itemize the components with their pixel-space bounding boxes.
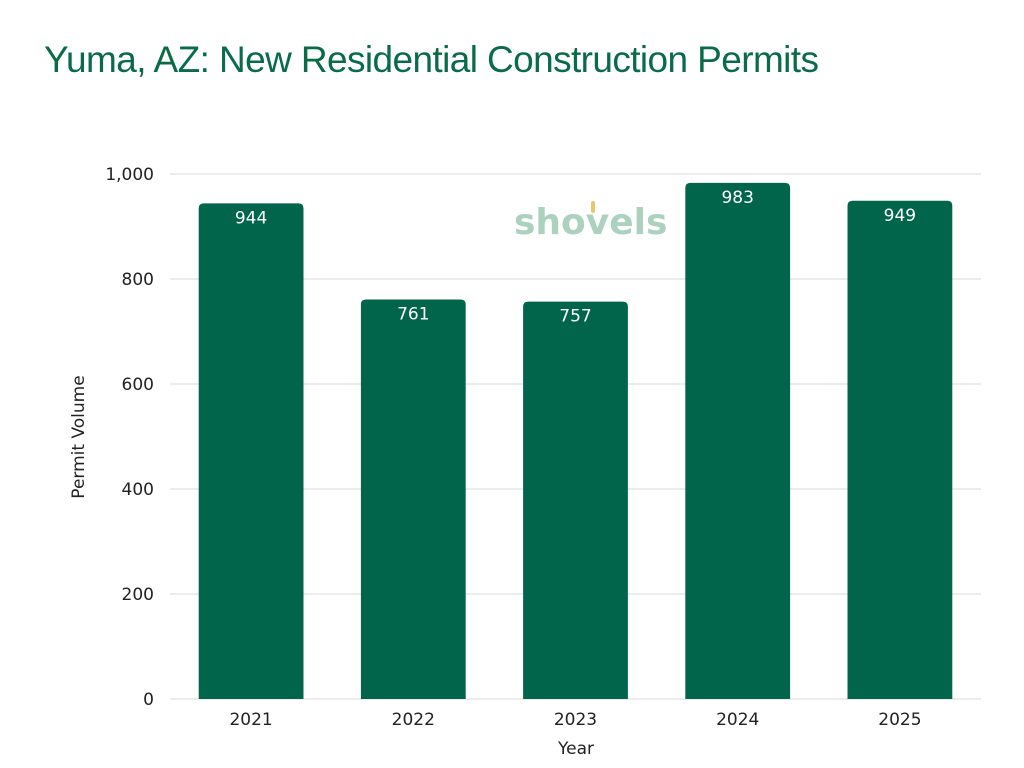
- x-tick-label: 2022: [392, 710, 435, 730]
- y-tick-label: 200: [122, 585, 154, 605]
- bar-2022: [360, 299, 466, 699]
- x-axis-label: Year: [557, 739, 594, 759]
- bar-value-label: 983: [721, 188, 753, 208]
- bar-value-label: 761: [397, 304, 429, 324]
- bar-2025: [847, 200, 953, 699]
- bar-2023: [523, 301, 628, 699]
- x-axis-ticks: 2021 2022 2023 2024 2025: [229, 710, 921, 730]
- bars: [198, 182, 953, 700]
- y-tick-label: 400: [122, 480, 154, 500]
- y-axis-label: Permit Volume: [69, 375, 89, 498]
- bar-value-label: 949: [884, 206, 916, 226]
- watermark-text: shovels: [514, 202, 667, 243]
- y-tick-label: 800: [122, 270, 154, 290]
- bar-value-label: 757: [559, 307, 591, 327]
- data-labels: 944 761 757 983 949: [235, 188, 916, 327]
- bar-value-label: 944: [235, 208, 267, 228]
- x-tick-label: 2021: [229, 710, 272, 730]
- shovels-logo-watermark: shovels: [514, 201, 667, 243]
- y-axis-ticks: 0 200 400 600 800 1,000: [105, 165, 154, 710]
- y-tick-label: 0: [143, 690, 154, 710]
- x-tick-label: 2023: [554, 710, 597, 730]
- bar-2021: [198, 203, 304, 699]
- x-tick-label: 2025: [878, 710, 921, 730]
- y-tick-label: 600: [122, 375, 154, 395]
- chart-title: Yuma, AZ: New Residential Construction P…: [44, 39, 818, 80]
- bar-2024: [685, 182, 791, 700]
- x-tick-label: 2024: [716, 710, 759, 730]
- watermark-accent-mark: [591, 201, 595, 213]
- y-tick-label: 1,000: [105, 165, 154, 185]
